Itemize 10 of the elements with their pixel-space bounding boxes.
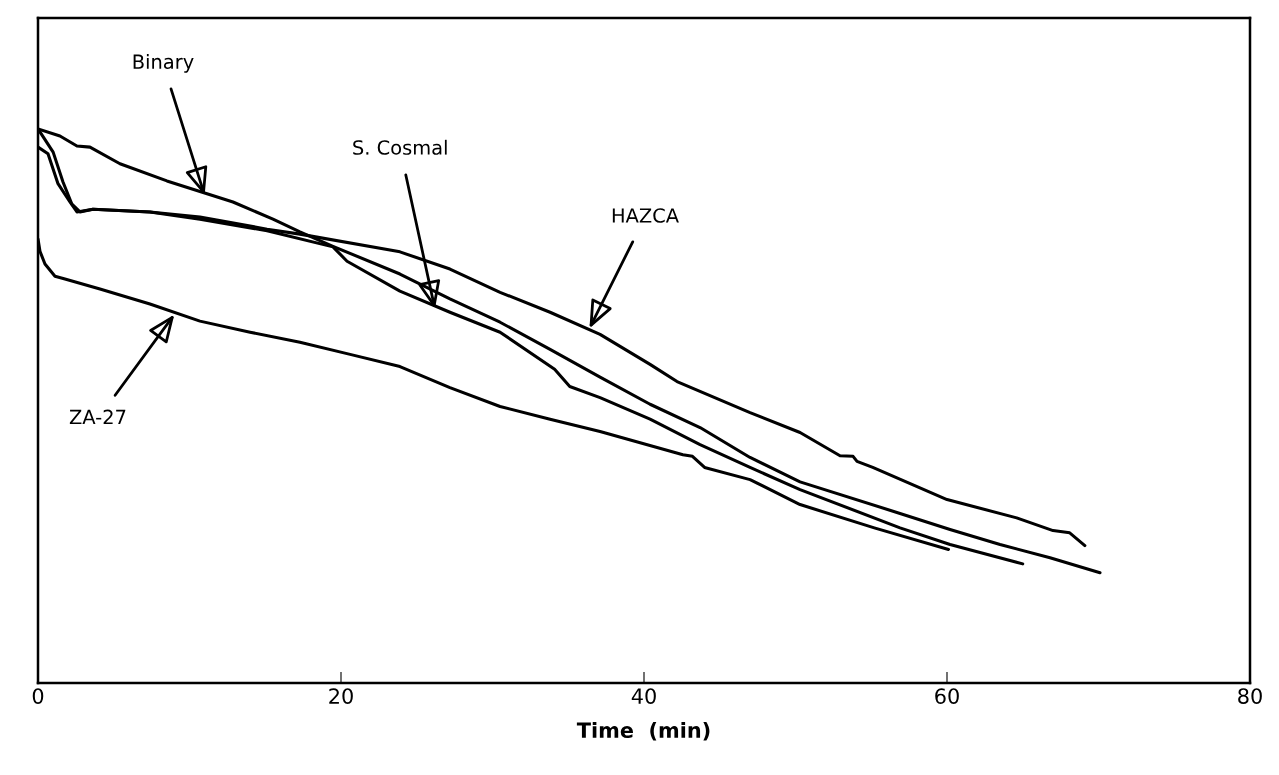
x-tick-label: 60 — [935, 688, 959, 704]
x-axis-title: Time (min) — [576, 721, 710, 741]
x-tick-label: 80 — [1238, 688, 1262, 704]
annotation: HAZCA — [612, 208, 679, 223]
annotation: S. Cosmal — [353, 139, 447, 155]
x-tick-label: 40 — [631, 688, 656, 704]
x-tick-label: 0 — [32, 688, 44, 704]
annotation: Binary — [133, 53, 194, 73]
annotation: ZA-27 — [69, 409, 126, 425]
x-tick-label: 20 — [329, 688, 353, 704]
